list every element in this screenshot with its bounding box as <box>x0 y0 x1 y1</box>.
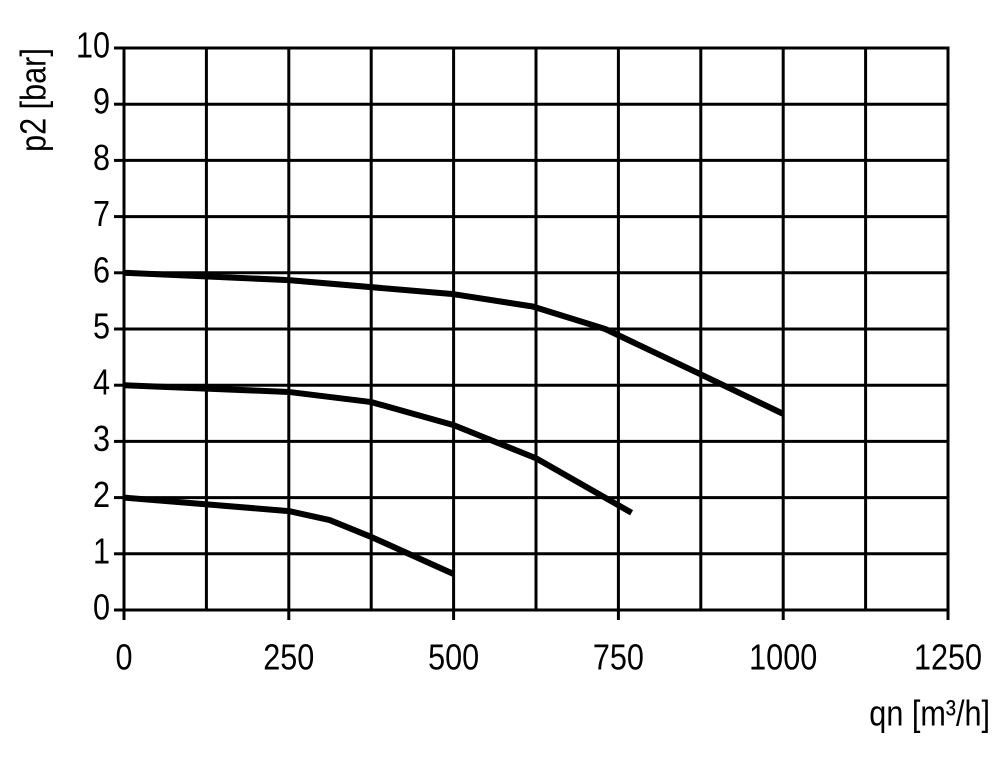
y-tick-label: 0 <box>93 588 110 628</box>
x-tick-label: 0 <box>115 638 132 678</box>
y-tick-label: 6 <box>93 251 110 291</box>
x-tick-label: 1250 <box>914 638 982 678</box>
x-tick-label: 250 <box>263 638 314 678</box>
y-tick-label: 4 <box>93 363 110 403</box>
plot-frame <box>122 46 950 612</box>
line-series <box>123 494 455 577</box>
line-series <box>123 382 634 516</box>
x-tick-label: 500 <box>428 638 479 678</box>
y-tick-label: 3 <box>93 420 110 460</box>
y-tick-label: 8 <box>93 139 110 179</box>
x-axis-label: qn [m³/h] <box>869 694 990 734</box>
line-series <box>123 269 785 417</box>
y-tick-label: 10 <box>76 26 110 66</box>
y-tick-label: 7 <box>93 195 110 235</box>
x-tick-label: 750 <box>593 638 644 678</box>
y-tick-label: 1 <box>93 532 110 572</box>
y-tick-label: 9 <box>93 82 110 122</box>
x-tick-label: 1000 <box>749 638 817 678</box>
y-tick-label: 5 <box>93 307 110 347</box>
y-tick-label: 2 <box>93 476 110 516</box>
y-axis-label: p2 [bar] <box>14 48 54 152</box>
